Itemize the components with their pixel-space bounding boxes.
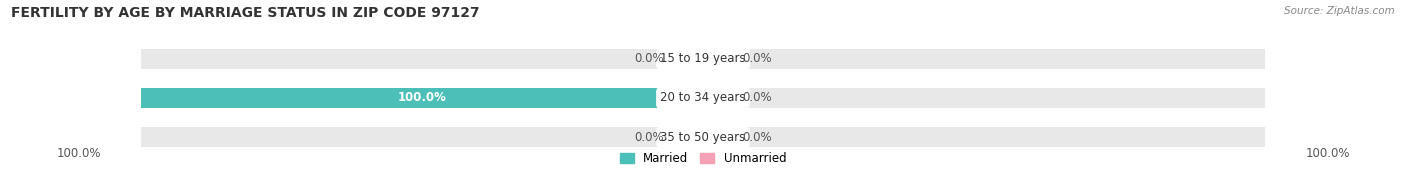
- Bar: [703, 49, 731, 69]
- Bar: [675, 49, 703, 69]
- Text: 0.0%: 0.0%: [742, 131, 772, 144]
- Text: 15 to 19 years: 15 to 19 years: [661, 52, 745, 65]
- Text: FERTILITY BY AGE BY MARRIAGE STATUS IN ZIP CODE 97127: FERTILITY BY AGE BY MARRIAGE STATUS IN Z…: [11, 6, 479, 20]
- Bar: [141, 88, 703, 108]
- Text: 100.0%: 100.0%: [1305, 147, 1350, 160]
- Text: 35 to 50 years: 35 to 50 years: [661, 131, 745, 144]
- Text: 0.0%: 0.0%: [742, 92, 772, 104]
- Bar: [703, 88, 731, 108]
- Bar: [703, 127, 731, 147]
- Bar: [675, 127, 703, 147]
- Legend: Married, Unmarried: Married, Unmarried: [620, 152, 786, 165]
- Text: Source: ZipAtlas.com: Source: ZipAtlas.com: [1284, 6, 1395, 16]
- Text: 0.0%: 0.0%: [634, 52, 664, 65]
- Text: 100.0%: 100.0%: [56, 147, 101, 160]
- Bar: [141, 88, 1265, 108]
- Text: 0.0%: 0.0%: [634, 131, 664, 144]
- Text: 0.0%: 0.0%: [742, 52, 772, 65]
- Bar: [141, 127, 1265, 147]
- Text: 100.0%: 100.0%: [398, 92, 446, 104]
- Text: 20 to 34 years: 20 to 34 years: [661, 92, 745, 104]
- Bar: [141, 49, 1265, 69]
